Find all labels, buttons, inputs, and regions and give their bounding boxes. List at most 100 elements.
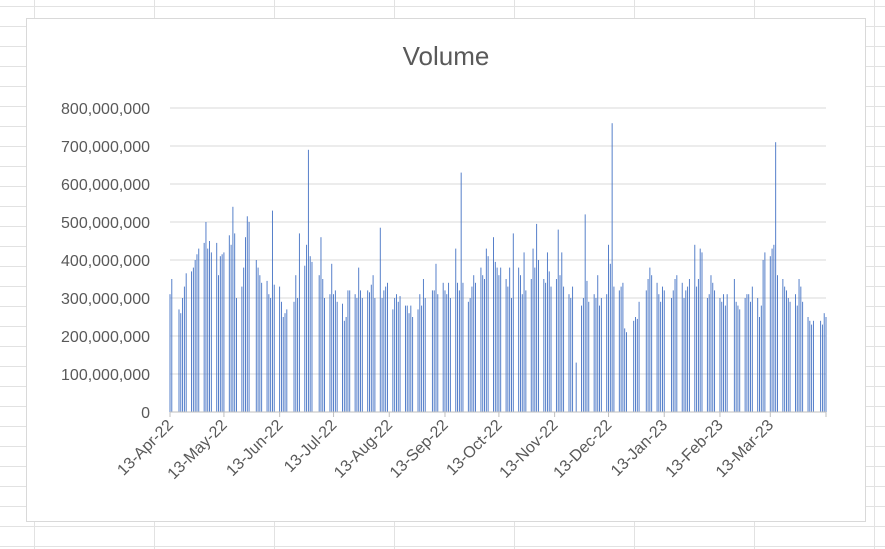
volume-bar bbox=[457, 282, 459, 412]
volume-bar bbox=[433, 290, 435, 412]
volume-bar bbox=[422, 279, 424, 412]
volume-bar bbox=[597, 275, 599, 412]
volume-bar bbox=[370, 284, 372, 412]
volume-bar bbox=[735, 301, 737, 412]
volume-bar bbox=[611, 123, 613, 412]
volume-bar bbox=[286, 309, 288, 412]
volume-bar bbox=[324, 298, 326, 412]
volume-bar bbox=[694, 244, 696, 412]
volume-bar bbox=[782, 279, 784, 412]
volume-bar bbox=[421, 305, 423, 412]
volume-bar bbox=[570, 298, 572, 412]
volume-bar bbox=[685, 290, 687, 412]
volume-bar bbox=[795, 294, 796, 412]
volume-bar bbox=[271, 210, 273, 412]
volume-bar bbox=[789, 301, 791, 412]
volume-bar bbox=[581, 305, 583, 412]
volume-bar bbox=[228, 235, 230, 412]
volume-bar bbox=[360, 290, 361, 412]
volume-bar bbox=[500, 267, 502, 412]
volume-bar bbox=[638, 301, 640, 412]
volume-bar bbox=[448, 282, 450, 412]
volume-bar bbox=[372, 275, 374, 412]
volume-bar bbox=[494, 261, 496, 412]
volume-bar bbox=[512, 233, 514, 412]
volume-bar bbox=[246, 216, 248, 412]
volume-bar bbox=[297, 298, 299, 412]
volume-bar bbox=[261, 282, 263, 412]
volume-bar bbox=[759, 317, 760, 412]
volume-bar bbox=[651, 275, 653, 412]
volume-bar bbox=[588, 301, 590, 412]
volume-bar bbox=[525, 290, 527, 412]
volume-bar bbox=[203, 242, 205, 412]
y-tick-label: 700,000,000 bbox=[61, 139, 150, 156]
volume-bar bbox=[311, 261, 313, 412]
x-tick-label: 13-Dec-22 bbox=[551, 417, 616, 482]
volume-bar bbox=[636, 318, 638, 412]
volume-bar bbox=[221, 254, 223, 412]
volume-bar bbox=[424, 298, 426, 412]
volume-bar bbox=[356, 298, 358, 412]
volume-bar bbox=[273, 284, 275, 412]
y-tick-label: 100,000,000 bbox=[61, 367, 150, 384]
volume-bar bbox=[811, 324, 813, 412]
volume-bar bbox=[419, 294, 421, 412]
volume-bar bbox=[593, 294, 595, 412]
volume-bar bbox=[532, 248, 534, 412]
volume-bar bbox=[354, 294, 356, 412]
chart-title: Volume bbox=[402, 41, 490, 71]
volume-bar bbox=[796, 305, 798, 412]
volume-bar bbox=[595, 298, 597, 412]
volume-bar bbox=[480, 267, 482, 412]
volume-bar bbox=[385, 286, 387, 412]
volume-bar bbox=[198, 248, 200, 412]
volume-bar bbox=[369, 292, 370, 412]
volume-bar bbox=[223, 252, 225, 412]
y-tick-label: 0 bbox=[141, 405, 150, 422]
x-tick-label: 13-Jul-22 bbox=[281, 417, 340, 476]
chart-area[interactable]: Volume 0 100,000,000 200,000,000 300,000,00… bbox=[26, 18, 866, 522]
volume-bar bbox=[455, 248, 457, 412]
volume-bar bbox=[744, 298, 746, 412]
volume-bar bbox=[408, 313, 410, 412]
volume-bar bbox=[550, 286, 552, 412]
volume-bar bbox=[410, 305, 412, 412]
volume-bar bbox=[706, 298, 708, 412]
volume-bar bbox=[658, 294, 660, 412]
volume-bar bbox=[802, 301, 804, 412]
volume-bar bbox=[825, 317, 827, 412]
volume-bar bbox=[196, 254, 198, 412]
volume-bar bbox=[387, 282, 388, 412]
volume-bar bbox=[820, 320, 822, 412]
volume-bar bbox=[259, 275, 261, 412]
volume-bar bbox=[572, 286, 574, 412]
x-tick-label: 13-Jan-23 bbox=[608, 417, 671, 480]
volume-bar bbox=[663, 290, 665, 412]
volume-bar bbox=[484, 279, 485, 412]
volume-bar bbox=[412, 317, 414, 412]
volume-bar bbox=[178, 309, 180, 412]
volume-bar bbox=[769, 256, 771, 412]
volume-bar bbox=[600, 298, 602, 412]
volume-bar bbox=[586, 280, 588, 412]
volume-bar bbox=[307, 149, 309, 413]
volume-bar bbox=[670, 298, 672, 412]
volume-bar bbox=[487, 256, 489, 412]
volume-bar bbox=[645, 290, 647, 412]
volume-bar bbox=[746, 294, 748, 412]
volume-bar bbox=[460, 172, 462, 412]
volume-bar bbox=[234, 233, 236, 412]
volume-bar bbox=[507, 286, 509, 412]
volume-bar bbox=[777, 275, 778, 412]
y-tick-label: 800,000,000 bbox=[61, 101, 150, 118]
volume-bar bbox=[404, 305, 406, 412]
volume-bar bbox=[282, 317, 284, 412]
volume-bar bbox=[699, 248, 701, 412]
volume-bar bbox=[676, 275, 678, 412]
volume-bar-chart: 0 100,000,000 200,000,000 300,000,000 400,00… bbox=[61, 101, 827, 483]
volume-bar bbox=[284, 313, 286, 412]
volume-bar bbox=[293, 301, 295, 412]
bars bbox=[169, 123, 827, 413]
volume-bar bbox=[584, 214, 586, 412]
